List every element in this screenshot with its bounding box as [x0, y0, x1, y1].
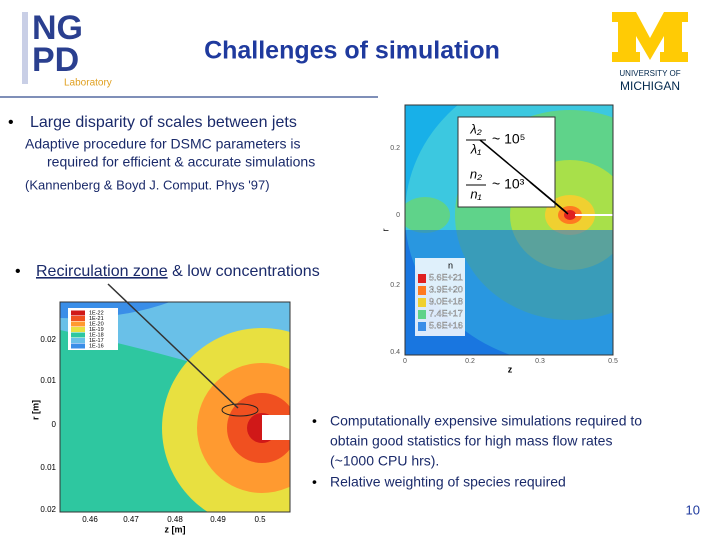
formula-numerator: n₂ — [470, 166, 482, 181]
logo-letters: PD — [32, 41, 79, 79]
y-axis-label: r — [380, 229, 390, 232]
bullet-detail: Adaptive procedure for DSMC parameters i… — [25, 136, 300, 152]
y-tick-label: 0.01 — [40, 463, 56, 472]
legend-label: 5.6E+21 — [429, 272, 463, 282]
formula-denominator: λ₁ — [470, 141, 482, 156]
legend-swatch — [71, 332, 85, 338]
bullet-text: Large disparity of scales between jets — [30, 114, 297, 131]
legend-label: 1E-17 — [89, 338, 104, 344]
bullet-dot: • — [8, 114, 14, 131]
citation: (Kannenberg & Boyd J. Comput. Phys '97) — [25, 177, 270, 192]
arrow — [529, 181, 569, 215]
x-axis-label: z — [508, 364, 513, 374]
legend-label: 1E-20 — [89, 321, 104, 327]
y-tick-label: 0.2 — [390, 145, 400, 152]
x-tick-label: 0.2 — [465, 358, 475, 365]
x-tick-label: 0 — [403, 358, 407, 365]
x-axis-label: z [m] — [165, 524, 186, 534]
legend-swatch — [71, 310, 85, 316]
legend-label: 7.4E+17 — [429, 308, 463, 318]
plot-frame — [59, 301, 291, 513]
legend-swatch — [71, 343, 85, 349]
arrow — [107, 283, 239, 409]
legend-swatch — [71, 338, 85, 343]
formula-relation: ~ 10⁵ — [492, 131, 525, 147]
legend-upper: n 5.6E+21 3.9E+20 9.0E+18 7.4E+17 5.6E+16 — [418, 260, 463, 331]
legend-swatch — [418, 298, 426, 307]
formulas: λ₂ λ₁ ~ 10⁵ n₂ n₁ ~ 10³ — [466, 121, 525, 201]
x-tick-label: 0.3 — [535, 358, 545, 365]
y-tick-label: 0.2 — [390, 282, 400, 289]
legend-label: 9.0E+18 — [429, 296, 463, 306]
page-number: 10 — [686, 502, 700, 517]
bullets-bottom: • Computationally expensive simulations r… — [312, 413, 642, 490]
bullet-text: obtain good statistics for high mass flo… — [330, 433, 612, 449]
bullet-dot: • — [15, 263, 21, 280]
legend-label: 1E-16 — [89, 343, 104, 349]
logo-text: MICHIGAN — [620, 79, 680, 93]
axes-upper: 0.200.20.40 0.2 0.3 0.5rz — [380, 145, 618, 375]
bullet-detail: required for efficient & accurate simula… — [47, 154, 315, 170]
bullet-text: Recirculation zone & low concentrations — [36, 263, 320, 280]
legend-label: 5.6E+16 — [429, 320, 463, 330]
legend-title: n — [448, 260, 453, 270]
x-tick-label: 0.5 — [254, 515, 266, 524]
legend-swatch — [71, 316, 85, 321]
y-tick-label: 0 — [52, 420, 57, 429]
legend-label: 1E-22 — [89, 310, 104, 316]
bullet-text-rest: & low concentrations — [168, 263, 320, 280]
legend-label: 1E-19 — [89, 327, 104, 333]
formula-numerator: λ₂ — [469, 121, 481, 136]
bullet-dot: • — [312, 474, 317, 490]
michigan-logo — [612, 12, 688, 62]
formula-relation: ~ 10³ — [492, 176, 525, 192]
y-tick-label: 0.02 — [40, 335, 56, 344]
logo-stripe — [22, 12, 28, 84]
legend-label: 1E-18 — [89, 332, 104, 338]
legend-swatch — [418, 274, 426, 283]
x-tick-label: 0.5 — [608, 358, 618, 365]
bullet-text: Computationally expensive simulations re… — [330, 413, 642, 429]
axes-lower: 0.02 0.01 0 0.01 0.02 0.46 0.47 0.48 0.49 0.5 r [m… — [30, 335, 266, 534]
y-axis-label: r [m] — [30, 400, 40, 420]
plot-frame — [404, 104, 614, 356]
legend-swatch — [418, 286, 426, 295]
bullet-text: Relative weighting of species required — [330, 474, 566, 490]
underlined-text: Recirculation zone — [36, 263, 168, 280]
y-tick-label: 0.01 — [40, 376, 56, 385]
y-tick-label: 0.02 — [40, 505, 56, 514]
y-tick-label: 0.4 — [390, 349, 400, 356]
formula-denominator: n₁ — [470, 186, 481, 201]
x-tick-label: 0.46 — [82, 515, 98, 524]
bullet-text: (~1000 CPU hrs). — [330, 453, 439, 469]
x-tick-label: 0.47 — [123, 515, 139, 524]
legend-label: 3.9E+20 — [429, 284, 463, 294]
legend-swatch — [71, 327, 85, 332]
bullet-dot: • — [312, 413, 317, 429]
legend-swatch — [418, 310, 426, 319]
legend-label: 1E-21 — [89, 316, 104, 322]
x-tick-label: 0.49 — [210, 515, 226, 524]
x-tick-label: 0.48 — [167, 515, 183, 524]
logo-text: UNIVERSITY OF — [619, 69, 680, 78]
slide-title: Challenges of simulation — [204, 37, 500, 65]
legend-swatch — [418, 322, 426, 331]
legend-swatch — [71, 321, 85, 327]
y-tick-label: 0 — [396, 212, 400, 219]
logo-letters: NG — [32, 9, 83, 47]
logo-caption: Laboratory — [64, 78, 112, 89]
